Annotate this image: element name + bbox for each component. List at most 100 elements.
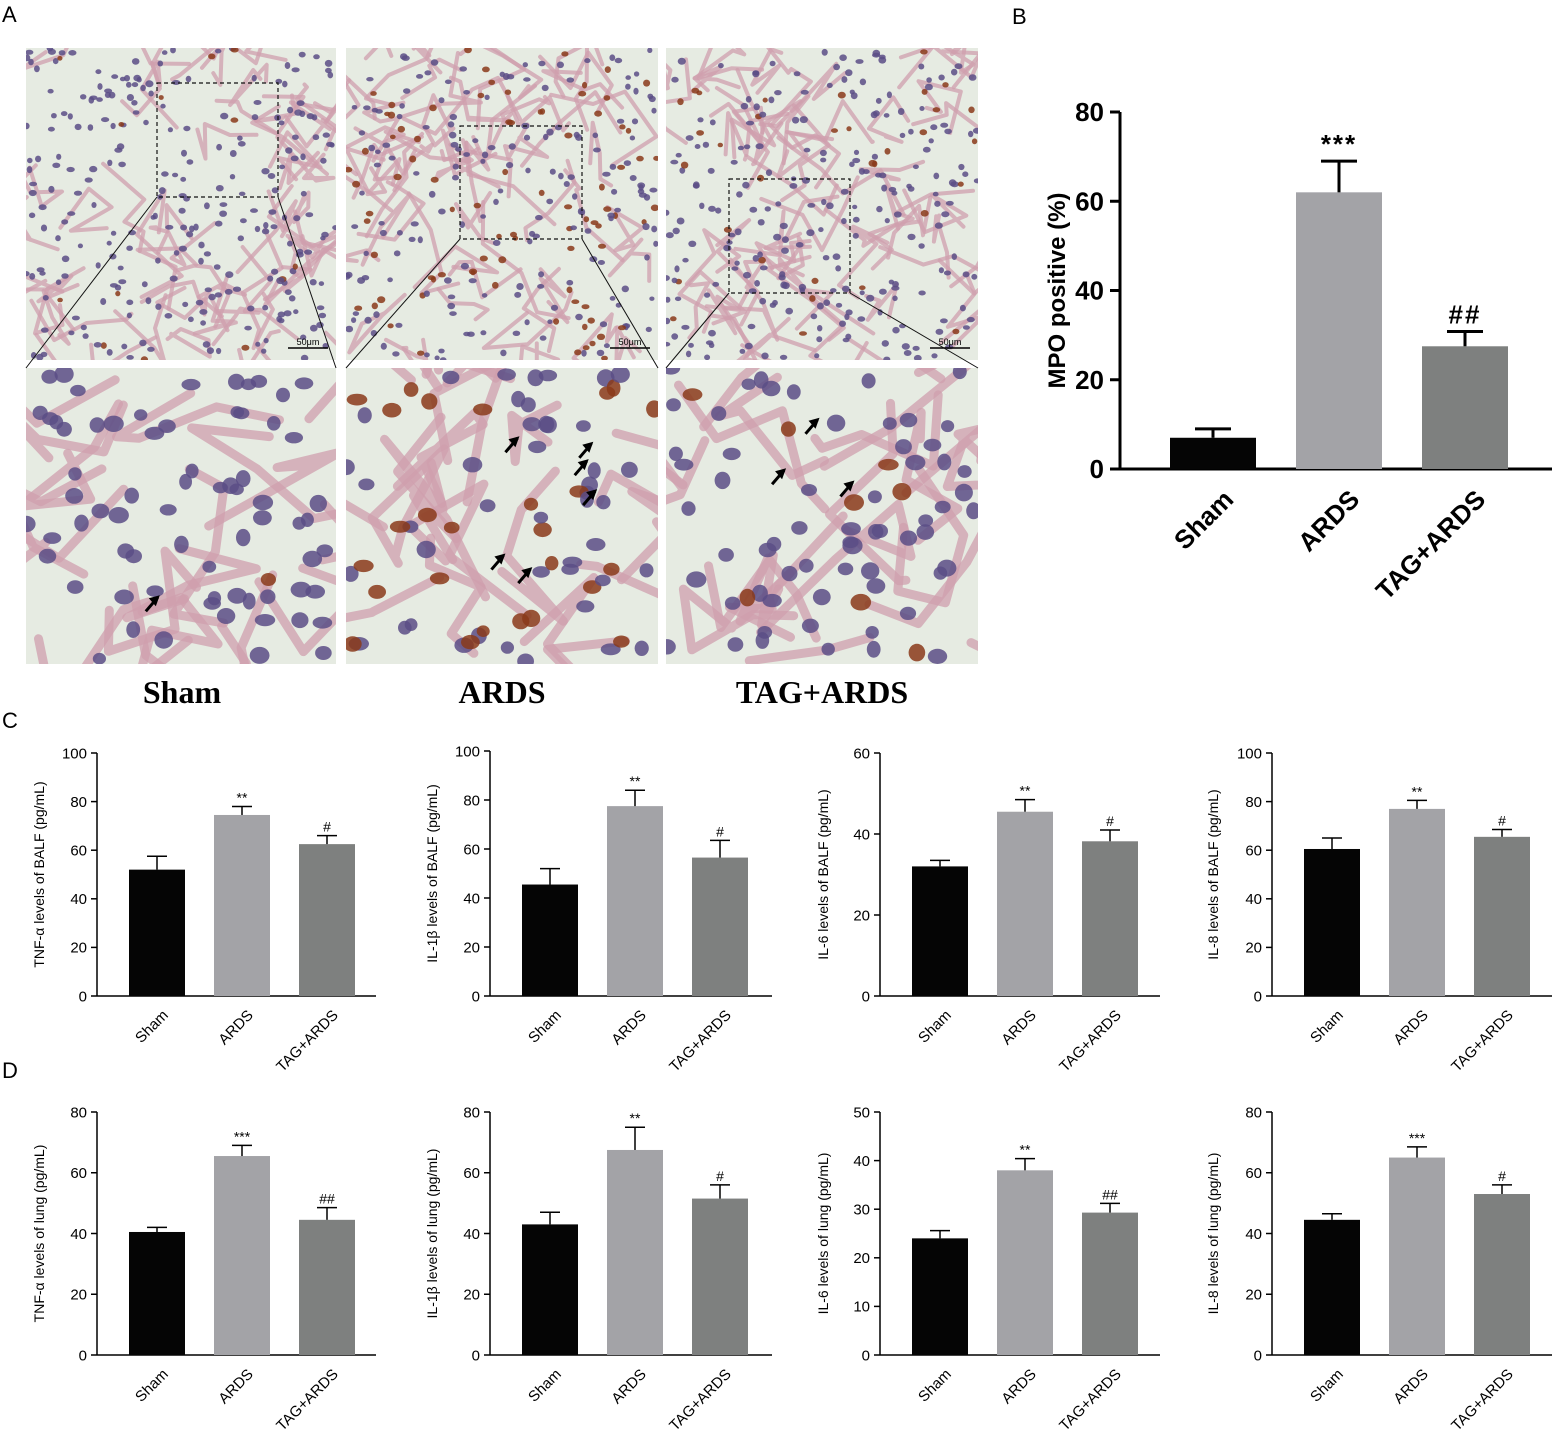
x-tick-label: Sham bbox=[132, 1007, 172, 1047]
y-tick-label: 60 bbox=[463, 1165, 480, 1182]
chart-b: 0 20 40 60 80 MPO positive (%) Sham *** ARDS ## TA… bbox=[1044, 97, 1552, 606]
y-tick-label: 100 bbox=[1237, 745, 1262, 762]
connector-line bbox=[345, 238, 461, 369]
bar-tag-ards bbox=[299, 1219, 355, 1355]
y-tick-label: 60 bbox=[70, 842, 87, 859]
y-tick-label: 40 bbox=[463, 890, 480, 907]
significance-label: # bbox=[716, 1168, 724, 1184]
y-tick-label: 10 bbox=[853, 1299, 870, 1316]
y-tick-label: 80 bbox=[1245, 794, 1262, 811]
y-tick-label: 0 bbox=[472, 988, 480, 1005]
significance-label: ## bbox=[1449, 300, 1482, 330]
chart-d1: 0 20 40 60 80 TNF-α levels of lung (pg/mL) Sha… bbox=[31, 1104, 376, 1435]
scale-bar-label: 50μm bbox=[939, 337, 962, 347]
bar-ards bbox=[607, 1149, 663, 1355]
arrow-icon bbox=[578, 441, 594, 459]
y-tick-label: 80 bbox=[70, 794, 87, 811]
chart-d2: 0 20 40 60 80 IL-1β levels of lung (pg/mL) Sha… bbox=[424, 1104, 772, 1435]
y-tick-label: 40 bbox=[463, 1226, 480, 1243]
arrow-icon bbox=[770, 468, 787, 486]
micrograph-tag-ards: 50μm bbox=[666, 48, 978, 360]
x-tick-label: Sham bbox=[132, 1366, 172, 1406]
y-tick-label: 80 bbox=[1245, 1104, 1262, 1121]
bar-tag-ards bbox=[1474, 1194, 1530, 1355]
x-tick-label: TAG+ARDS bbox=[1056, 1366, 1125, 1435]
panel-letter-a: A bbox=[2, 2, 17, 27]
significance-label: *** bbox=[1409, 1130, 1426, 1146]
bar-ards bbox=[997, 811, 1053, 996]
connector-line bbox=[665, 292, 730, 369]
significance-label: # bbox=[323, 819, 331, 835]
significance-label: *** bbox=[234, 1128, 251, 1144]
significance-label: # bbox=[1498, 1168, 1506, 1184]
y-tick-label: 20 bbox=[853, 907, 870, 924]
bar-tag-ards bbox=[692, 1198, 748, 1355]
micrograph-ards: 50μm bbox=[346, 48, 658, 360]
y-tick-label: 100 bbox=[62, 745, 87, 762]
arrow-icon bbox=[517, 567, 533, 585]
x-tick-label: TAG+ARDS bbox=[273, 1366, 342, 1435]
bar-sham bbox=[912, 1238, 968, 1355]
panel-letter-c: C bbox=[2, 708, 18, 733]
x-tick-label: Sham bbox=[1307, 1007, 1347, 1047]
y-axis-label: IL-8 levels of BALF (pg/mL) bbox=[1205, 789, 1221, 959]
inset-box bbox=[728, 178, 851, 294]
connector-line bbox=[277, 196, 337, 369]
chart-d3: 0 10 20 30 40 50 IL-6 levels of lung (pg/mL) Sh… bbox=[815, 1104, 1160, 1435]
bar-sham bbox=[522, 884, 578, 996]
x-tick-label: TAG+ARDS bbox=[1056, 1007, 1125, 1076]
bar-sham bbox=[129, 1231, 185, 1355]
y-tick-label: 80 bbox=[463, 792, 480, 809]
y-axis-label: TNF-α levels of BALF (pg/mL) bbox=[31, 781, 47, 967]
bar-sham bbox=[1170, 437, 1256, 469]
y-tick-label: 80 bbox=[70, 1104, 87, 1121]
y-tick-label: 40 bbox=[1245, 1226, 1262, 1243]
y-tick-label: 0 bbox=[79, 988, 87, 1005]
bar-sham bbox=[129, 869, 185, 996]
caption-sham: Sham bbox=[142, 674, 222, 710]
significance-label: # bbox=[1498, 813, 1506, 829]
y-tick-label: 40 bbox=[853, 1153, 870, 1170]
y-tick-label: 20 bbox=[70, 940, 87, 957]
x-tick-label: Sham bbox=[915, 1007, 955, 1047]
bar-ards bbox=[607, 806, 663, 996]
bar-ards bbox=[997, 1170, 1053, 1355]
scale-bar: 50μm bbox=[930, 337, 970, 349]
y-axis-label: IL-8 levels of lung (pg/mL) bbox=[1205, 1153, 1221, 1315]
micrograph-sham: 50μm bbox=[26, 48, 336, 360]
significance-label: # bbox=[1106, 813, 1114, 829]
x-tick-label: ARDS bbox=[1292, 484, 1365, 557]
arrow-icon bbox=[144, 595, 160, 613]
x-tick-label: Sham bbox=[1307, 1366, 1347, 1406]
y-axis-label: IL-1β levels of BALF (pg/mL) bbox=[424, 784, 440, 962]
panel-letter-d: D bbox=[2, 1058, 18, 1083]
y-tick-label: 60 bbox=[853, 745, 870, 762]
bar-tag-ards bbox=[1082, 1212, 1138, 1355]
x-tick-label: ARDS bbox=[998, 1007, 1039, 1048]
arrow-icon bbox=[490, 553, 506, 571]
y-tick-label: 60 bbox=[1245, 1165, 1262, 1182]
significance-label: ## bbox=[319, 1191, 335, 1207]
y-tick-label: 0 bbox=[1254, 988, 1262, 1005]
caption-ards: ARDS bbox=[458, 674, 546, 710]
connector-line bbox=[849, 292, 979, 369]
y-tick-label: 0 bbox=[472, 1347, 480, 1364]
y-tick-label: 20 bbox=[1075, 365, 1104, 395]
x-tick-label: TAG+ARDS bbox=[666, 1366, 735, 1435]
bar-sham bbox=[912, 866, 968, 996]
x-tick-label: ARDS bbox=[1390, 1366, 1431, 1407]
scale-bar: 50μm bbox=[288, 337, 328, 349]
y-axis-label: IL-6 levels of lung (pg/mL) bbox=[815, 1153, 831, 1315]
y-tick-label: 80 bbox=[463, 1104, 480, 1121]
y-tick-label: 50 bbox=[853, 1104, 870, 1121]
y-tick-label: 60 bbox=[1075, 186, 1104, 216]
y-tick-label: 20 bbox=[70, 1287, 87, 1304]
x-tick-label: ARDS bbox=[998, 1366, 1039, 1407]
connector-line bbox=[25, 196, 158, 369]
x-tick-label: Sham bbox=[915, 1366, 955, 1406]
x-tick-label: ARDS bbox=[215, 1007, 256, 1048]
chart-c1: 0 20 40 60 80 100 TNF-α levels of BALF (pg/mL)… bbox=[31, 745, 376, 1076]
x-tick-label: ARDS bbox=[215, 1366, 256, 1407]
y-tick-label: 20 bbox=[1245, 1287, 1262, 1304]
zoom-micrograph-ards bbox=[346, 368, 658, 664]
